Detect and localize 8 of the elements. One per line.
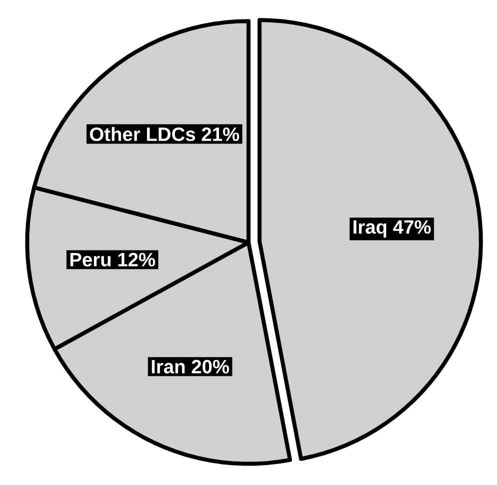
data-label: 47% bbox=[393, 220, 431, 234]
data-label: 21% bbox=[202, 127, 240, 142]
data-label: 12% bbox=[118, 252, 156, 266]
slice-label: Other LDCs bbox=[90, 126, 196, 142]
slice-label: Iran bbox=[152, 360, 185, 374]
slice-label: Iraq bbox=[354, 220, 386, 238]
slice-label: Peru bbox=[70, 253, 111, 266]
data-label: 20% bbox=[192, 360, 230, 374]
